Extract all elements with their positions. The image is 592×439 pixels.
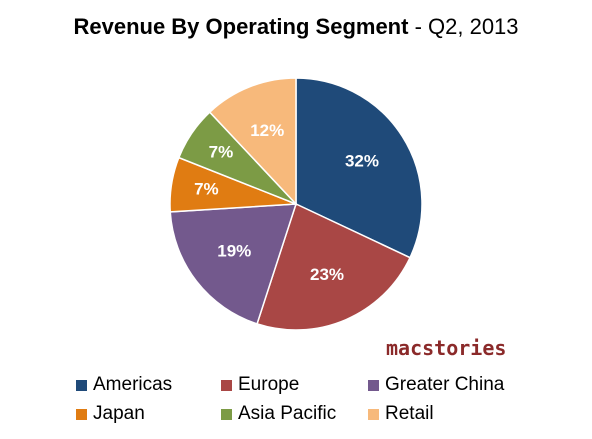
legend-swatch-greater-china xyxy=(368,379,379,391)
legend-item-asia-pacific: Asia Pacific xyxy=(221,403,336,425)
chart-title-row: Revenue By Operating Segment - Q2, 2013 xyxy=(0,14,592,40)
pie-slice-retail xyxy=(208,77,297,206)
slice-label-europe: 23% xyxy=(310,265,344,284)
pie-slice-greater-china xyxy=(169,203,298,325)
slice-label-japan: 7% xyxy=(194,179,219,198)
legend-swatch-retail xyxy=(368,408,379,420)
chart-subtitle: - Q2, 2013 xyxy=(414,14,519,39)
legend-label-americas: Americas xyxy=(93,374,173,395)
slice-label-retail: 12% xyxy=(250,121,284,140)
legend-item-greater-china: Greater China xyxy=(368,374,504,396)
legend-swatch-europe xyxy=(221,379,232,391)
pie-slice-europe xyxy=(256,202,412,331)
chart-legend: Americas Europe Greater China Japan Asia Pac… xyxy=(76,374,576,434)
legend-label-asia-pacific: Asia Pacific xyxy=(238,403,337,424)
legend-swatch-japan xyxy=(76,408,87,420)
macstories-logo: macstories xyxy=(386,336,507,360)
legend-swatch-americas xyxy=(76,379,87,391)
slice-label-americas: 32% xyxy=(345,152,379,171)
pie-slice-americas xyxy=(295,77,423,259)
legend-item-retail: Retail xyxy=(368,403,434,425)
legend-label-europe: Europe xyxy=(238,374,300,395)
legend-item-americas: Americas xyxy=(76,374,172,396)
slice-label-greater-china: 19% xyxy=(217,241,251,260)
legend-item-japan: Japan xyxy=(76,403,145,425)
slice-label-asia-pacific: 7% xyxy=(209,142,234,161)
legend-label-japan: Japan xyxy=(93,403,145,424)
chart-title: Revenue By Operating Segment xyxy=(73,14,409,39)
legend-swatch-asia-pacific xyxy=(221,408,232,420)
legend-label-retail: Retail xyxy=(385,403,434,424)
legend-item-europe: Europe xyxy=(221,374,299,396)
legend-label-greater-china: Greater China xyxy=(385,374,505,395)
